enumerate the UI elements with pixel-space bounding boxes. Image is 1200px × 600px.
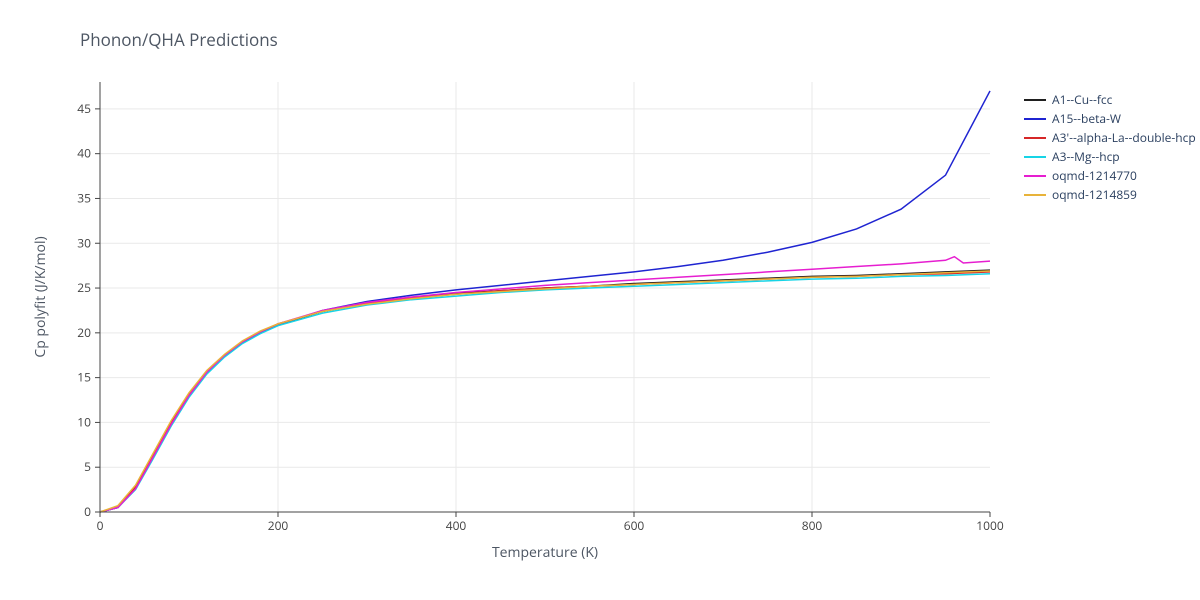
series-line: [100, 257, 990, 512]
legend-label: oqmd-1214770: [1052, 167, 1137, 184]
x-axis-title: Temperature (K): [492, 543, 598, 562]
y-tick-label: 10: [77, 413, 91, 430]
legend-swatch: [1024, 118, 1046, 120]
y-tick-label: 5: [84, 458, 91, 475]
series-line: [100, 270, 990, 512]
chart-container: Phonon/QHA Predictions 02004006008001000…: [0, 0, 1200, 600]
legend-swatch: [1024, 137, 1046, 139]
series-line: [100, 271, 990, 512]
y-tick-label: 40: [77, 145, 91, 162]
legend-label: A15--beta-W: [1052, 110, 1121, 127]
x-tick-label: 600: [624, 517, 645, 534]
legend-item[interactable]: A1--Cu--fcc: [1024, 90, 1196, 109]
legend-swatch: [1024, 99, 1046, 101]
y-tick-label: 45: [77, 100, 91, 117]
legend-label: A3'--alpha-La--double-hcp: [1052, 129, 1196, 146]
x-tick-label: 400: [446, 517, 467, 534]
x-tick-label: 800: [802, 517, 823, 534]
legend-item[interactable]: A3--Mg--hcp: [1024, 147, 1196, 166]
y-tick-label: 30: [77, 234, 91, 251]
legend-swatch: [1024, 175, 1046, 177]
series-line: [100, 274, 990, 512]
legend-item[interactable]: oqmd-1214770: [1024, 166, 1196, 185]
series-line: [100, 272, 990, 512]
legend-label: oqmd-1214859: [1052, 186, 1137, 203]
y-tick-label: 35: [77, 189, 91, 206]
y-tick-label: 25: [77, 279, 91, 296]
plot-area: 0 200 400 600 800 1000 0 5 10 15 20 25 30 35 40 45 Tempe…: [0, 0, 1200, 600]
legend-item[interactable]: A15--beta-W: [1024, 109, 1196, 128]
legend-swatch: [1024, 194, 1046, 196]
legend-label: A3--Mg--hcp: [1052, 148, 1120, 165]
y-axis-title: Cp polyfit (J/K/mol): [31, 236, 50, 357]
y-tick-label: 20: [77, 324, 91, 341]
legend-label: A1--Cu--fcc: [1052, 91, 1112, 108]
legend-item[interactable]: A3'--alpha-La--double-hcp: [1024, 128, 1196, 147]
x-tick-label: 1000: [976, 517, 1004, 534]
legend-item[interactable]: oqmd-1214859: [1024, 185, 1196, 204]
legend: A1--Cu--fcc A15--beta-W A3'--alpha-La--dou…: [1024, 90, 1196, 204]
y-tick-label: 15: [77, 369, 91, 386]
legend-swatch: [1024, 156, 1046, 158]
x-tick-label: 0: [97, 517, 104, 534]
y-tick-label: 0: [84, 503, 91, 520]
x-tick-label: 200: [268, 517, 289, 534]
